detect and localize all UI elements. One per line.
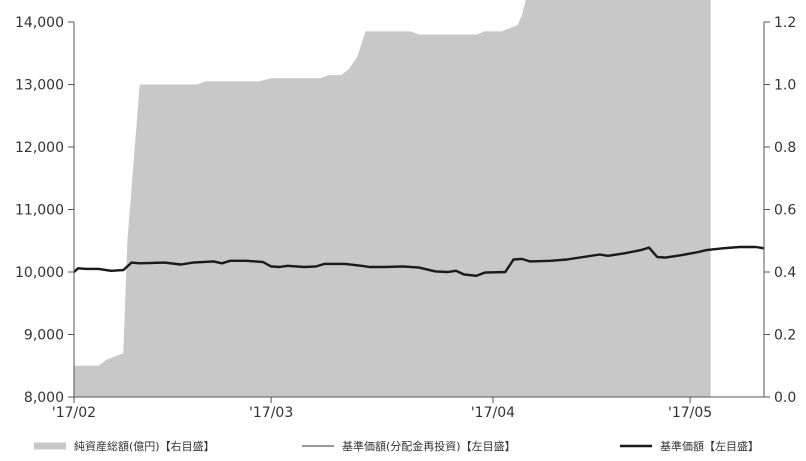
axes-layer: 8,000 9,000 10,000 11,000 12,000 13,000 14,000… bbox=[15, 15, 796, 421]
series-area-net-assets bbox=[74, 0, 711, 397]
left-tick-label: 8,000 bbox=[24, 390, 64, 406]
left-tick-label: 12,000 bbox=[15, 140, 64, 156]
series-line-nav bbox=[73, 245, 765, 277]
x-tick-label: '17/05 bbox=[668, 405, 712, 421]
legend-label: 基準価額【左目盛】 bbox=[660, 439, 759, 453]
right-tick-label: 0.4 bbox=[774, 265, 796, 281]
x-tick-label: '17/04 bbox=[471, 405, 515, 421]
right-tick-label: 1.0 bbox=[774, 78, 796, 94]
legend-label: 純資産総額(億円)【右目盛】 bbox=[74, 439, 215, 453]
right-tick-label: 1.2 bbox=[774, 15, 796, 31]
right-tick-label: 0.6 bbox=[774, 203, 796, 219]
x-tick-label: '17/02 bbox=[52, 405, 96, 421]
right-tick-label: 0.8 bbox=[774, 140, 796, 156]
price-lines-layer bbox=[73, 245, 765, 277]
left-tick-label: 13,000 bbox=[15, 78, 64, 94]
left-tick-label: 14,000 bbox=[15, 15, 64, 31]
x-tick-label: '17/03 bbox=[249, 405, 293, 421]
legend-label: 基準価額(分配金再投資)【左目盛】 bbox=[342, 439, 516, 453]
right-tick-label: 0.2 bbox=[774, 328, 796, 344]
left-tick-label: 9,000 bbox=[24, 328, 64, 344]
left-tick-label: 10,000 bbox=[15, 265, 64, 281]
right-tick-label: 0.0 bbox=[774, 390, 796, 406]
left-tick-label: 11,000 bbox=[15, 203, 64, 219]
net-assets-area-layer bbox=[74, 0, 711, 397]
legend: 純資産総額(億円)【右目盛】 基準価額(分配金再投資)【左目盛】 基準価額【左目盛】 bbox=[34, 439, 759, 453]
